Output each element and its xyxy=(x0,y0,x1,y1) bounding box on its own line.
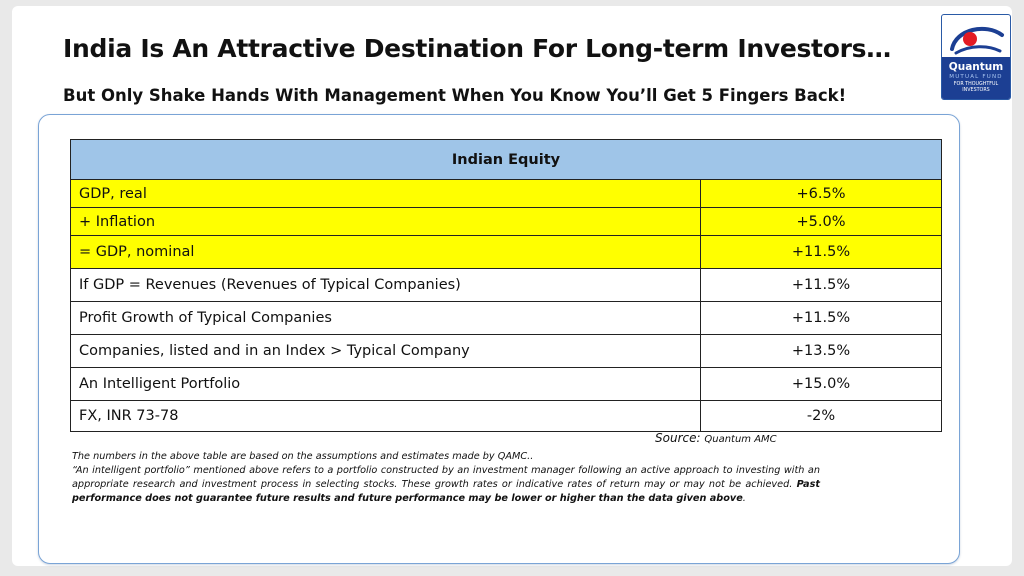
table-row: = GDP, nominal +11.5% xyxy=(70,235,942,269)
row-value: +11.5% xyxy=(700,268,942,302)
row-value: +11.5% xyxy=(700,235,942,269)
table-row: If GDP = Revenues (Revenues of Typical C… xyxy=(70,268,942,302)
row-label: GDP, real xyxy=(70,179,701,208)
row-label: Profit Growth of Typical Companies xyxy=(70,301,701,335)
row-value: +15.0% xyxy=(700,367,942,401)
disclaimer-line-1: The numbers in the above table are based… xyxy=(72,451,534,462)
logo-band: Quantum MUTUAL FUND FOR THOUGHTFUL INVES… xyxy=(942,57,1010,99)
logo-name: Quantum xyxy=(948,61,1004,73)
source-label: Source: xyxy=(655,431,701,445)
logo-tagline: FOR THOUGHTFUL INVESTORS xyxy=(942,82,1010,93)
table-row: An Intelligent Portfolio +15.0% xyxy=(70,367,942,401)
disclaimer-end: . xyxy=(742,493,746,504)
row-label: An Intelligent Portfolio xyxy=(70,367,701,401)
table-row: Companies, listed and in an Index > Typi… xyxy=(70,334,942,368)
disclaimer-bold-text: Past performance does not guarantee futu… xyxy=(72,479,820,504)
page-subtitle: But Only Shake Hands With Management Whe… xyxy=(63,86,847,105)
table-row: FX, INR 73-78 -2% xyxy=(70,400,942,432)
row-label: If GDP = Revenues (Revenues of Typical C… xyxy=(70,268,701,302)
table-header-row: Indian Equity xyxy=(70,139,942,180)
row-label: Companies, listed and in an Index > Typi… xyxy=(70,334,701,368)
logo-subname: MUTUAL FUND xyxy=(949,74,1003,80)
table-row: + Inflation +5.0% xyxy=(70,207,942,236)
row-label: = GDP, nominal xyxy=(70,235,701,269)
row-value: -2% xyxy=(700,400,942,432)
disclaimer-notes: The numbers in the above table are based… xyxy=(72,450,820,506)
source-value: Quantum AMC xyxy=(704,434,777,445)
row-label: + Inflation xyxy=(70,207,701,236)
row-value: +6.5% xyxy=(700,179,942,208)
quantum-logo: Quantum MUTUAL FUND FOR THOUGHTFUL INVES… xyxy=(941,14,1011,100)
table-row: GDP, real +6.5% xyxy=(70,179,942,208)
disclaimer-text: “An intelligent portfolio” mentioned abo… xyxy=(72,465,820,490)
logo-emblem-icon xyxy=(950,26,1004,55)
indian-equity-table: Indian Equity GDP, real +6.5% + Inflatio… xyxy=(70,139,942,432)
page-title: India Is An Attractive Destination For L… xyxy=(63,34,891,63)
row-value: +11.5% xyxy=(700,301,942,335)
row-value: +13.5% xyxy=(700,334,942,368)
logo-tagline-1: FOR THOUGHTFUL xyxy=(953,82,999,87)
row-value: +5.0% xyxy=(700,207,942,236)
disclaimer-line-2: “An intelligent portfolio” mentioned abo… xyxy=(72,464,820,506)
row-label: FX, INR 73-78 xyxy=(70,400,701,432)
table-row: Profit Growth of Typical Companies +11.5… xyxy=(70,301,942,335)
table-header: Indian Equity xyxy=(70,139,942,180)
source-note: Source: Quantum AMC xyxy=(655,431,777,445)
logo-tagline-2: INVESTORS xyxy=(962,87,990,93)
